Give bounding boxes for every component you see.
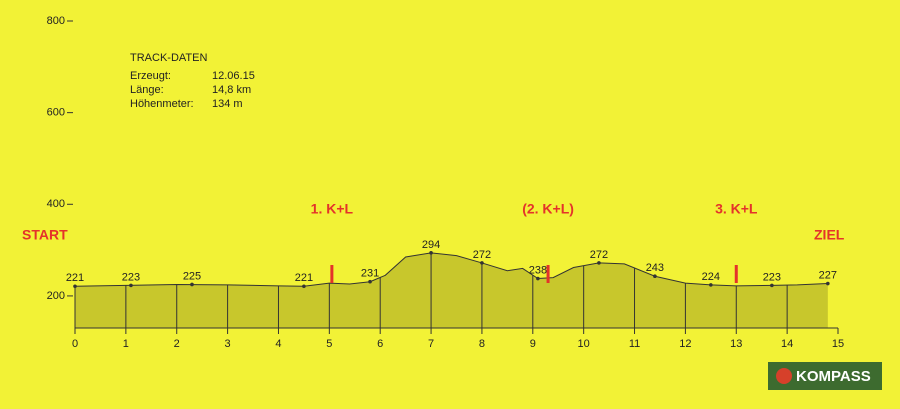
point: [129, 283, 133, 288]
y-tick-label: 200: [47, 290, 65, 302]
logo-text: KOMPASS: [796, 368, 871, 385]
point-label: 243: [646, 262, 664, 274]
point-label: 223: [122, 271, 140, 283]
x-tick-label: 14: [781, 338, 793, 350]
point-label: 225: [183, 270, 201, 282]
checkpoint-label: (2. K+L): [522, 201, 574, 217]
x-tick-label: 9: [530, 338, 536, 350]
track-value: 12.06.15: [212, 70, 255, 82]
point-label: 227: [819, 269, 837, 281]
point: [73, 284, 77, 289]
x-tick-label: 15: [832, 338, 844, 350]
x-tick-label: 4: [275, 338, 281, 350]
point: [770, 283, 774, 288]
y-tick-label: 800: [47, 15, 65, 27]
point-label: 231: [361, 268, 379, 280]
logo: KOMPASS: [768, 362, 882, 390]
track-value: 134 m: [212, 98, 243, 110]
x-tick-label: 0: [72, 338, 78, 350]
checkpoint-marker: [330, 265, 334, 283]
point: [597, 261, 601, 265]
point: [480, 261, 484, 265]
point: [709, 283, 713, 287]
end-label: ZIEL: [814, 227, 845, 243]
start-label: START: [22, 227, 68, 243]
x-tick-label: 7: [428, 338, 434, 350]
x-tick-label: 13: [730, 338, 742, 350]
x-tick-label: 10: [578, 338, 590, 350]
checkpoint-label: 3. K+L: [715, 201, 758, 217]
point: [190, 282, 194, 287]
point: [368, 279, 372, 284]
checkpoint-marker: [546, 265, 550, 283]
point-label: 223: [763, 271, 781, 283]
point-label: 272: [590, 249, 608, 261]
logo-icon: [776, 368, 792, 384]
x-tick-label: 6: [377, 338, 383, 350]
x-tick-label: 8: [479, 338, 485, 350]
y-tick-label: 600: [47, 107, 65, 119]
profile-line: [74, 252, 828, 287]
track-key: Erzeugt:: [130, 70, 171, 82]
x-tick-label: 2: [174, 338, 180, 350]
point-label: 294: [422, 239, 440, 251]
y-tick-label: 400: [47, 198, 65, 210]
point-label: 238: [529, 264, 547, 276]
checkpoint-label: 1. K+L: [311, 201, 354, 217]
point: [826, 281, 830, 286]
point-label: 272: [473, 249, 491, 261]
x-tick-label: 3: [225, 338, 231, 350]
x-tick-label: 5: [326, 338, 332, 350]
track-key: Länge:: [130, 84, 164, 96]
checkpoint-marker: [734, 265, 738, 283]
point-label: 221: [66, 272, 84, 284]
track-key: Höhenmeter:: [130, 98, 194, 110]
point-label: 221: [295, 272, 313, 284]
x-tick-label: 12: [679, 338, 691, 350]
point: [536, 276, 540, 281]
track-title: TRACK-DATEN: [130, 52, 207, 64]
x-tick-label: 11: [629, 338, 640, 350]
area: [75, 252, 828, 328]
track-value: 14,8 km: [212, 84, 251, 96]
point: [429, 251, 433, 255]
point-label: 224: [702, 271, 720, 283]
point: [302, 284, 306, 289]
point: [653, 274, 657, 279]
x-tick-label: 1: [123, 338, 129, 350]
